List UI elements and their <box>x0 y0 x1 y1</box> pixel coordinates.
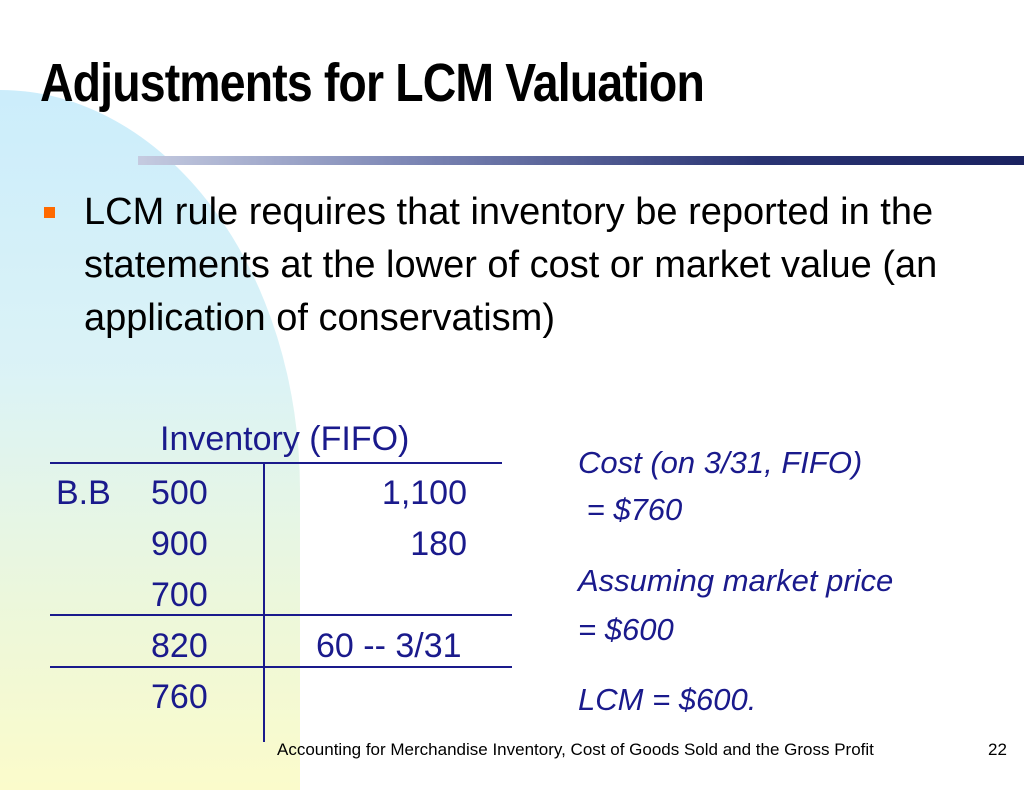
footer-text: Accounting for Merchandise Inventory, Co… <box>277 740 874 759</box>
t-account-title: Inventory (FIFO) <box>160 420 410 458</box>
credit-entry: 180 <box>410 525 467 563</box>
cost-note-line2: = $760 <box>578 492 683 527</box>
t-account-subtotal-rule <box>50 614 512 616</box>
credit-entry: 1,100 <box>381 474 467 512</box>
market-note-line1: Assuming market price <box>578 563 894 598</box>
bullet-text: LCM rule requires that inventory be repo… <box>84 191 938 339</box>
beginning-balance-label: B.B <box>56 474 111 512</box>
t-account-top-rule <box>50 462 502 464</box>
page-number: 22 <box>988 740 1007 759</box>
t-account-center-rule <box>263 462 265 742</box>
lcm-note: LCM = $600. <box>578 682 757 717</box>
title-underline-rule <box>138 156 1024 165</box>
debit-entry: 900 <box>151 525 208 563</box>
debit-final-balance: 760 <box>151 678 208 716</box>
debit-entry: 500 <box>151 474 208 512</box>
debit-entry: 700 <box>151 576 208 614</box>
bullet-square-icon <box>44 207 55 218</box>
t-account-balance-rule <box>50 666 512 668</box>
market-note-line2: = $600 <box>578 612 674 647</box>
cost-note-line1: Cost (on 3/31, FIFO) <box>578 445 863 480</box>
slide-title: Adjustments for LCM Valuation <box>40 53 705 113</box>
credit-adjustment-entry: 60 -- 3/31 <box>316 627 462 665</box>
debit-balance-entry: 820 <box>151 627 208 665</box>
